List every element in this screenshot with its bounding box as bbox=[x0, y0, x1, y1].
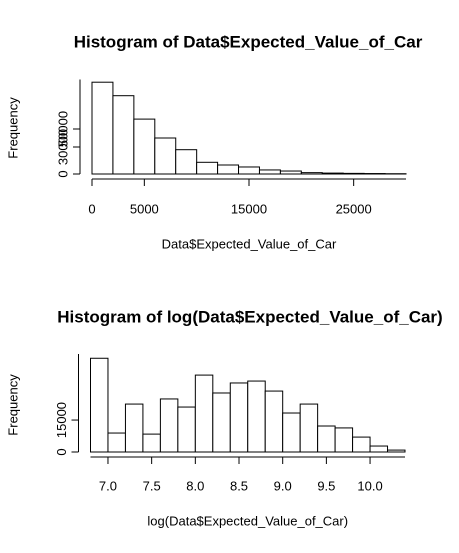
y-tick-label: 50000 bbox=[55, 111, 70, 147]
bar bbox=[279, 170, 302, 175]
bar bbox=[212, 392, 231, 453]
x-tick-label: 0 bbox=[88, 201, 95, 216]
bar bbox=[299, 403, 319, 453]
x-tick-label: 25000 bbox=[336, 201, 372, 216]
bar bbox=[321, 172, 344, 175]
bar bbox=[159, 398, 179, 453]
x-tick-label: 7.0 bbox=[99, 478, 117, 493]
bar bbox=[317, 425, 336, 453]
x-tick-label: 9.0 bbox=[274, 478, 292, 493]
y-axis-label: Frequency bbox=[5, 97, 20, 159]
x-tick-label: 7.5 bbox=[143, 478, 161, 493]
bar bbox=[124, 403, 144, 453]
bar bbox=[369, 445, 389, 453]
bar bbox=[217, 164, 240, 175]
chart-title: Histogram of log(Data$Expected_Value_of_… bbox=[57, 307, 442, 326]
x-axis-label: log(Data$Expected_Value_of_Car) bbox=[147, 513, 348, 528]
bar bbox=[229, 382, 249, 453]
bar bbox=[133, 118, 156, 175]
x-tick-label: 15000 bbox=[231, 201, 267, 216]
bar bbox=[196, 161, 219, 175]
bar bbox=[282, 412, 301, 453]
bar bbox=[247, 380, 266, 453]
bar bbox=[142, 433, 161, 453]
bar bbox=[154, 137, 177, 175]
bar bbox=[334, 427, 354, 453]
bar bbox=[175, 149, 198, 175]
bar bbox=[258, 169, 281, 175]
bar bbox=[238, 166, 260, 175]
x-tick-label: 9.5 bbox=[317, 478, 335, 493]
bar bbox=[264, 390, 284, 453]
x-tick-label: 8.0 bbox=[186, 478, 204, 493]
y-tick-label: 30000 bbox=[55, 129, 70, 165]
bar bbox=[91, 81, 114, 175]
bar bbox=[112, 95, 135, 175]
bar bbox=[352, 436, 371, 453]
bar bbox=[90, 357, 109, 453]
y-tick-label: 15000 bbox=[54, 402, 69, 438]
x-tick-label: 10.0 bbox=[357, 478, 382, 493]
x-axis-label: Data$Expected_Value_of_Car bbox=[162, 236, 337, 251]
bar bbox=[194, 374, 214, 453]
y-tick-label: 0 bbox=[55, 170, 70, 177]
bar bbox=[300, 172, 323, 175]
bar bbox=[342, 172, 365, 175]
y-tick-label: 0 bbox=[54, 448, 69, 455]
y-axis-label: Frequency bbox=[5, 374, 20, 436]
chart-title: Histogram of Data$Expected_Value_of_Car bbox=[74, 32, 423, 51]
x-tick-label: 8.5 bbox=[230, 478, 248, 493]
x-tick-label: 5000 bbox=[130, 201, 159, 216]
bar bbox=[387, 449, 406, 453]
bar bbox=[107, 432, 126, 453]
bar bbox=[177, 406, 196, 453]
